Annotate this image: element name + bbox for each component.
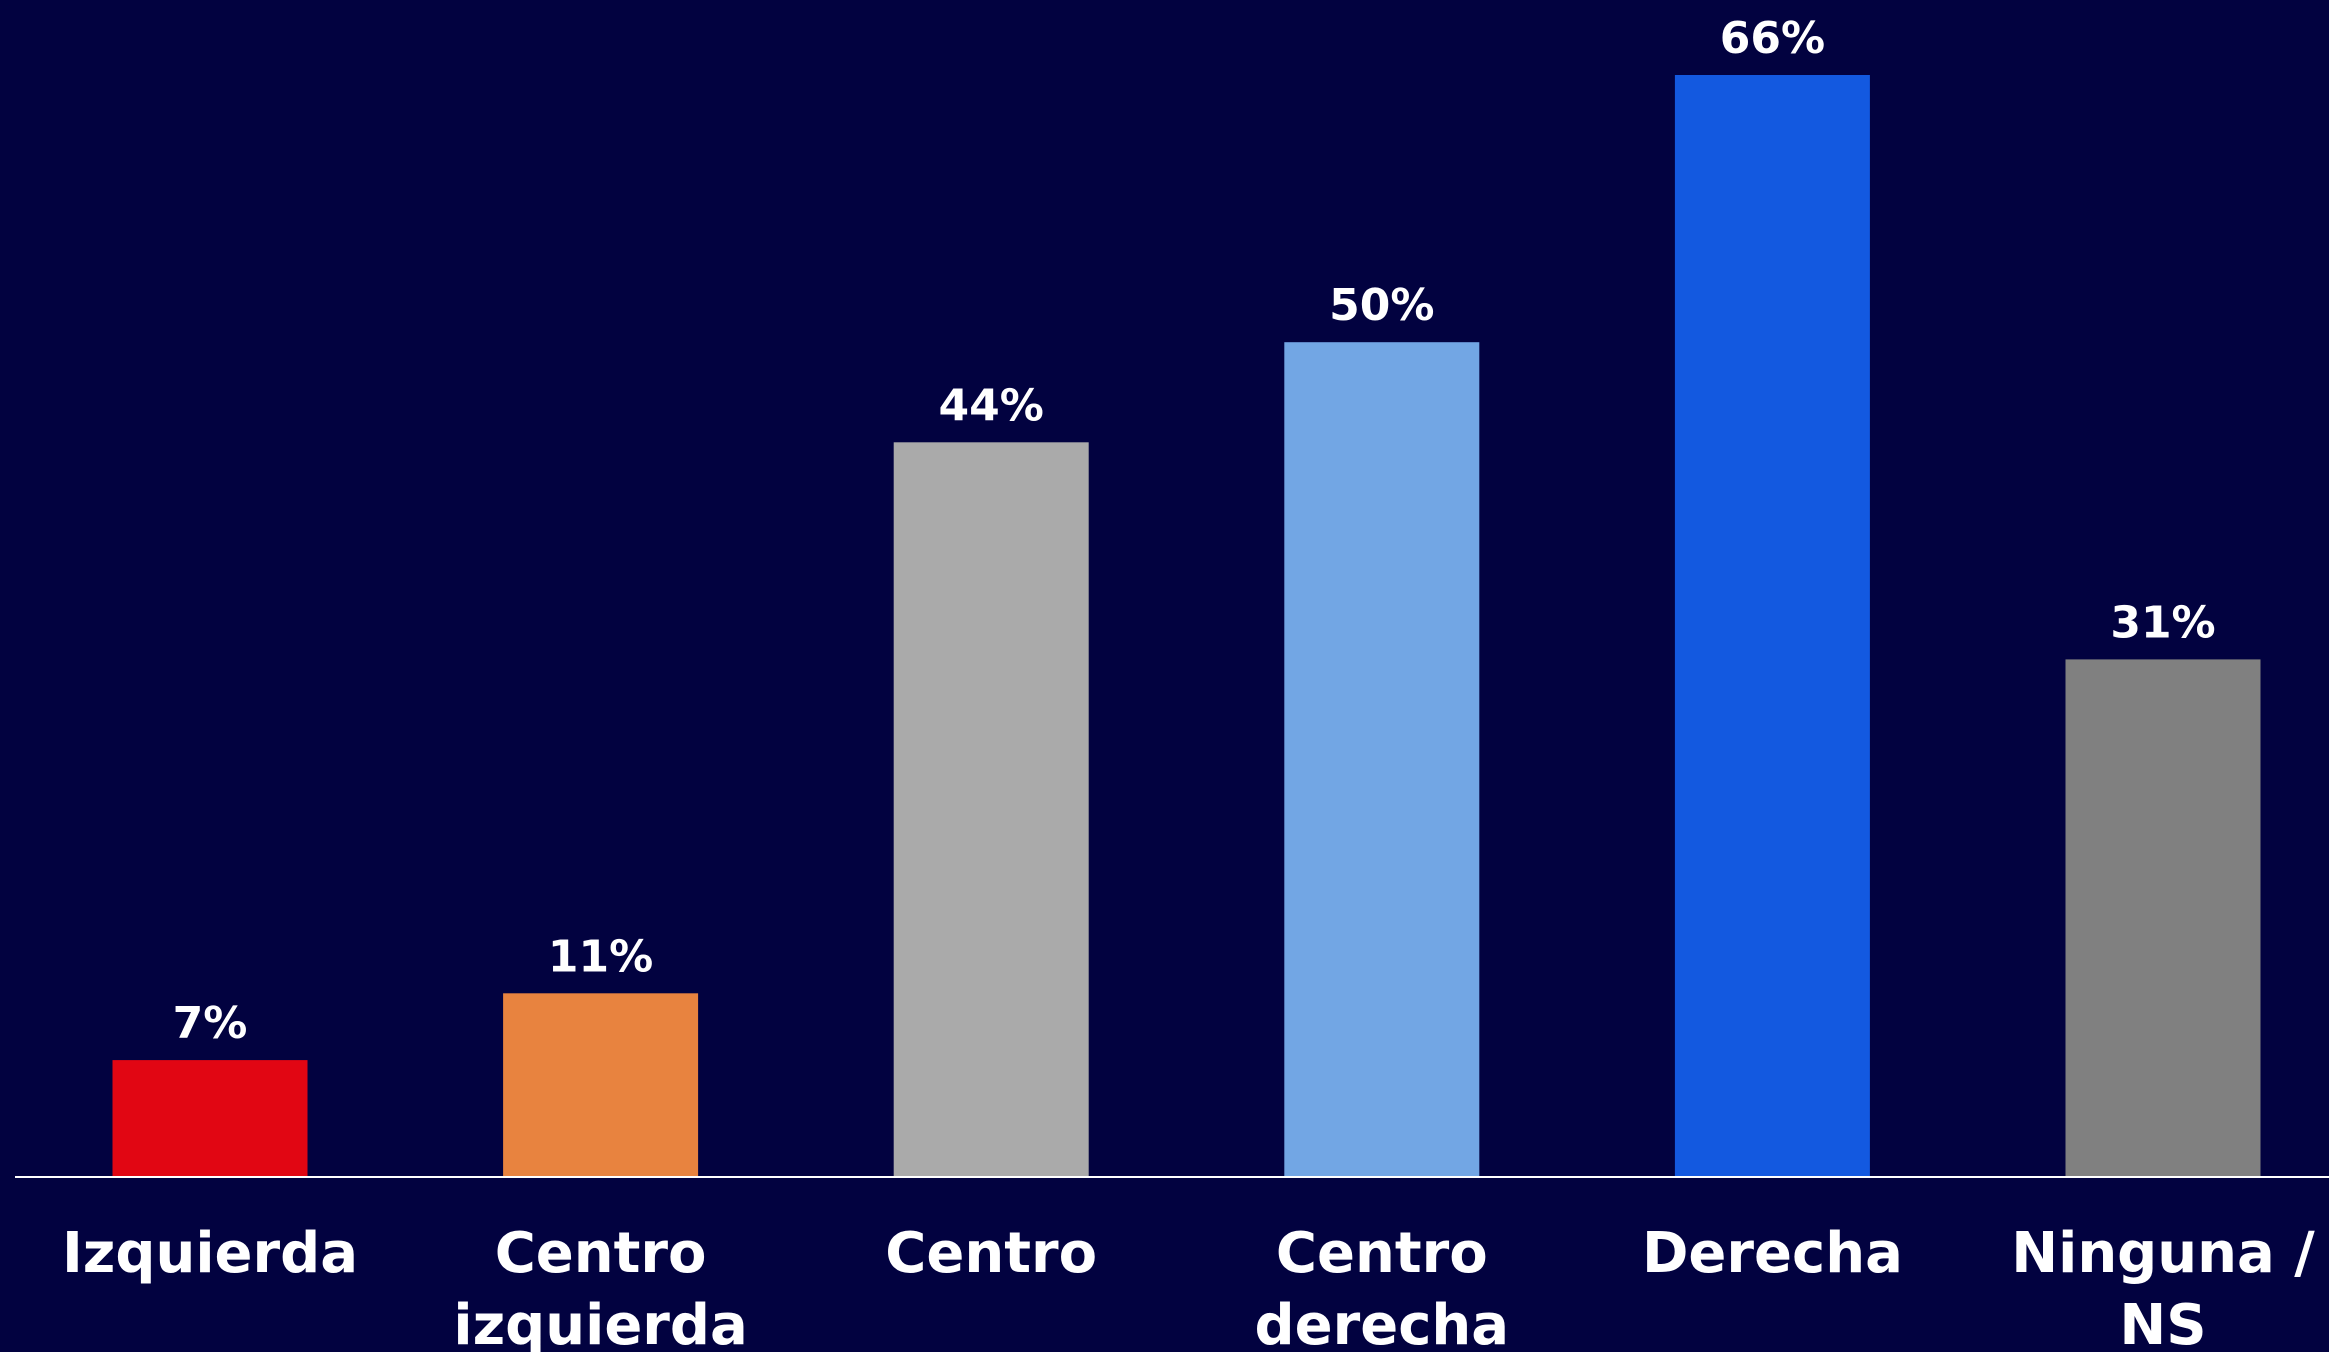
category-label-line: Izquierda — [62, 1221, 358, 1286]
category-label-line: NS — [2119, 1293, 2206, 1352]
category-label-line: Centro — [1276, 1221, 1488, 1286]
category-label-line: Centro — [495, 1221, 707, 1286]
category-label-line: izquierda — [453, 1293, 747, 1352]
category-label: Izquierda — [62, 1221, 358, 1286]
data-label: 44% — [939, 380, 1044, 431]
bar — [112, 1060, 308, 1177]
bar — [893, 442, 1089, 1177]
bar — [503, 993, 699, 1177]
bars-group — [112, 75, 2261, 1177]
category-label-line: Centro — [885, 1221, 1097, 1286]
bar — [1674, 75, 1870, 1177]
category-label: Derecha — [1642, 1221, 1903, 1286]
category-label-line: Ninguna / — [2011, 1221, 2315, 1286]
category-label: Centro izquierda — [453, 1221, 747, 1352]
data-label: 66% — [1720, 13, 1825, 64]
data-label: 50% — [1329, 280, 1434, 331]
data-label: 31% — [2110, 597, 2215, 648]
category-label-line: derecha — [1255, 1293, 1510, 1352]
bar — [1284, 342, 1480, 1177]
category-label: Ninguna / NS — [2011, 1221, 2315, 1352]
category-label: Centro derecha — [1255, 1221, 1510, 1352]
value-labels-group: 7% 11% 44% 50% 66% 31% — [173, 13, 2216, 1049]
data-label: 11% — [548, 931, 653, 982]
category-labels-group: Izquierda Centro izquierda Centro Centro dere… — [62, 1221, 2315, 1352]
category-label: Centro — [885, 1221, 1097, 1286]
data-label: 7% — [173, 998, 248, 1049]
bar — [2065, 659, 2261, 1177]
category-label-line: Derecha — [1642, 1221, 1903, 1286]
